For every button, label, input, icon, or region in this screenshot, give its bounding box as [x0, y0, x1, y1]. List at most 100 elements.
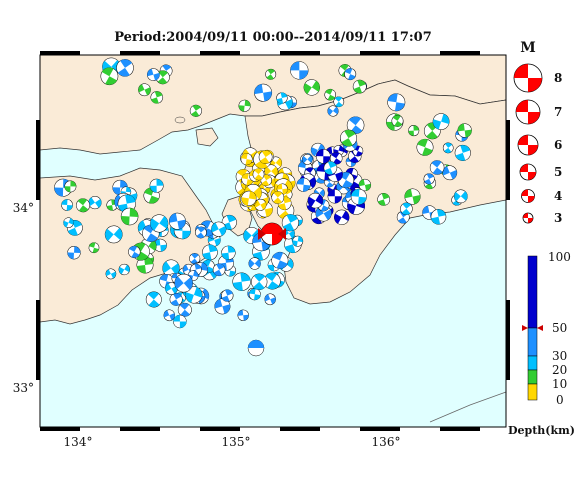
event-mechanism	[429, 160, 445, 175]
event-mechanism	[214, 298, 231, 315]
event-mechanism	[432, 113, 450, 130]
frame-ticks	[36, 51, 510, 431]
magnitude-symbol-quadrant	[516, 100, 528, 112]
magnitude-legend: M 8 7 6 5 4 3	[513, 40, 562, 225]
event-mechanism	[423, 173, 435, 185]
event-mechanism	[67, 246, 81, 260]
event-mechanism	[136, 256, 154, 274]
magnitude-legend-label: 7	[554, 105, 562, 119]
frame-tick-bottom	[40, 427, 80, 431]
event-mechanism	[221, 214, 237, 230]
depth-legend-label: Depth(km)	[508, 424, 575, 437]
event-mechanism	[327, 105, 339, 117]
event-mechanism	[189, 253, 201, 265]
event-mechanism	[334, 209, 350, 225]
event-mechanism	[248, 288, 261, 301]
event-mechanism	[350, 188, 367, 205]
event-mechanism	[454, 144, 471, 161]
depth-band-30-50	[527, 327, 538, 357]
lon-label-136: 136°	[372, 435, 401, 449]
event-mechanism	[271, 191, 285, 204]
event-mechanism	[265, 68, 277, 80]
depth-tick-0: 0	[556, 393, 564, 407]
magnitude-symbol-quadrant	[518, 135, 528, 145]
event-mechanism	[238, 99, 251, 112]
event-mechanism	[248, 257, 261, 270]
magnitude-legend-label: 4	[554, 189, 562, 203]
lat-label-33: 33°	[13, 381, 34, 395]
event-mechanism	[457, 123, 472, 138]
event-mechanism	[61, 199, 73, 211]
magnitude-legend-item: 6	[517, 134, 562, 156]
magnitude-legend-item: 5	[519, 163, 562, 181]
event-mechanism	[442, 142, 454, 154]
event-mechanism	[258, 150, 273, 164]
event-mechanism	[88, 242, 100, 254]
frame-tick-bottom	[440, 427, 480, 431]
magnitude-symbol-quadrant	[528, 145, 538, 155]
event-mechanism	[254, 83, 273, 102]
depth-band-10-20	[527, 369, 538, 385]
depth-marker-right	[537, 325, 543, 331]
event-mechanism	[241, 190, 257, 207]
event-mechanism	[221, 289, 234, 302]
magnitude-symbol-quadrant	[528, 218, 533, 223]
event-mechanism	[195, 226, 207, 239]
frame-tick-bottom	[200, 427, 240, 431]
land-kii-peninsula	[239, 79, 506, 305]
event-mechanism	[147, 68, 160, 81]
event-mechanism	[307, 192, 324, 209]
magnitude-symbol-quadrant	[514, 64, 528, 78]
event-mechanism	[221, 245, 236, 260]
depth-band-0-10	[527, 383, 538, 401]
event-mechanism	[344, 68, 357, 81]
frame-tick-bottom	[360, 427, 400, 431]
event-mechanism	[150, 214, 169, 233]
frame-tick-left	[36, 120, 40, 200]
events-layer	[54, 57, 472, 357]
land-shodoshima	[195, 127, 219, 147]
magnitude-symbol-quadrant	[523, 213, 528, 218]
magnitude-legend-label: 6	[554, 138, 562, 152]
depth-legend: 100 50 30 20 10 0 Depth(km)	[508, 250, 575, 437]
event-mechanism	[212, 263, 226, 277]
event-mechanism	[162, 259, 180, 277]
event-mechanism	[185, 286, 203, 304]
event-mechanism	[324, 88, 336, 101]
frame-tick-left	[36, 300, 40, 380]
event-mechanism	[271, 251, 289, 269]
frame-tick-top	[40, 51, 80, 55]
event-mechanism	[453, 189, 468, 204]
event-mechanism	[163, 309, 176, 322]
event-mechanism	[104, 225, 123, 244]
event-mechanism	[264, 293, 276, 306]
event-mechanism	[174, 273, 193, 293]
event-mechanism	[165, 282, 178, 295]
event-mechanism	[430, 209, 447, 225]
event-mechanism	[263, 272, 281, 290]
event-mechanism	[333, 96, 345, 108]
event-mechanism	[340, 129, 357, 147]
depth-tick-50: 50	[552, 321, 567, 335]
frame-tick-bottom	[280, 427, 320, 431]
event-mechanism	[315, 148, 331, 164]
event-mechanism	[211, 221, 227, 237]
frame-tick-top	[360, 51, 400, 55]
magnitude-symbol-quadrant	[521, 189, 528, 196]
frame-tick-top	[440, 51, 480, 55]
magnitude-symbol-quadrant	[528, 78, 542, 92]
event-mechanism	[247, 339, 265, 357]
depth-band-50-100	[527, 255, 538, 329]
event-mechanism	[128, 245, 141, 259]
event-mechanism	[416, 138, 434, 156]
frame-tick-top	[120, 51, 160, 55]
event-mechanism	[118, 263, 130, 276]
depth-tick-100: 100	[548, 250, 571, 264]
magnitude-legend-item: 3	[522, 211, 562, 225]
event-mechanism	[169, 292, 183, 306]
depth-marker-left	[522, 325, 528, 331]
event-mechanism	[116, 59, 134, 77]
magnitude-legend-item: 8	[513, 63, 562, 93]
trench-line	[429, 391, 507, 423]
